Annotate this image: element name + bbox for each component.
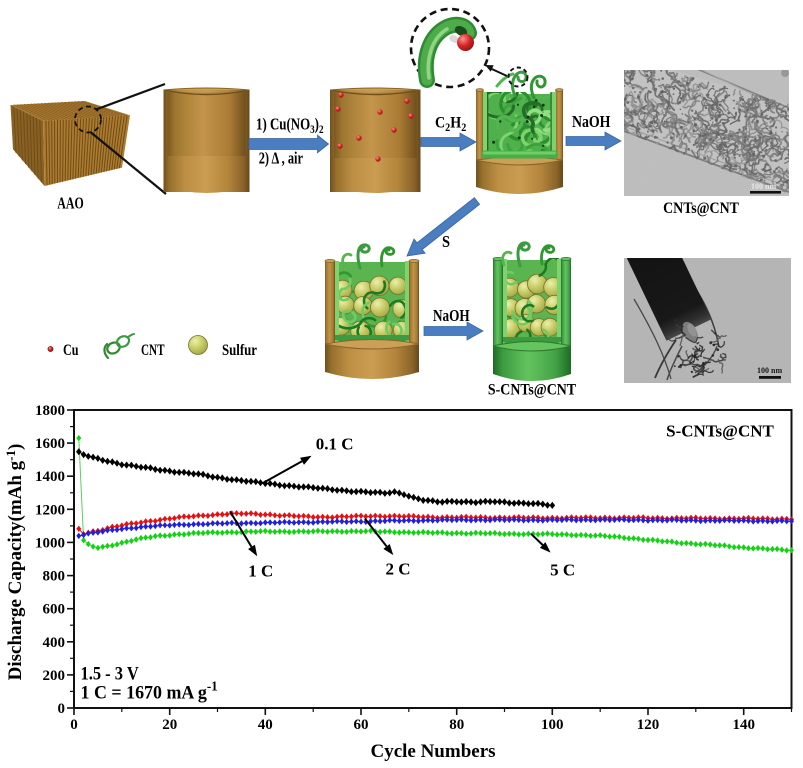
svg-text:1400: 1400 bbox=[35, 469, 65, 485]
svg-text:40: 40 bbox=[258, 717, 273, 733]
svg-text:0: 0 bbox=[70, 717, 78, 733]
svg-text:Cu: Cu bbox=[63, 343, 79, 360]
svg-text:600: 600 bbox=[43, 602, 66, 618]
svg-text:Cycle Numbers: Cycle Numbers bbox=[370, 741, 495, 762]
svg-text:NaOH: NaOH bbox=[572, 113, 611, 131]
svg-text:80: 80 bbox=[449, 717, 464, 733]
svg-text:S: S bbox=[442, 233, 450, 251]
svg-text:400: 400 bbox=[43, 635, 66, 651]
svg-text:60: 60 bbox=[354, 717, 369, 733]
svg-text:Discharge Capacity(mAh g-1): Discharge Capacity(mAh g-1) bbox=[3, 444, 26, 681]
svg-text:800: 800 bbox=[43, 569, 66, 585]
svg-text:Sulfur: Sulfur bbox=[222, 342, 258, 359]
svg-text:1000: 1000 bbox=[35, 535, 65, 551]
svg-text:0: 0 bbox=[58, 701, 66, 717]
svg-text:1 C: 1 C bbox=[248, 562, 273, 581]
svg-text:1600: 1600 bbox=[35, 436, 65, 452]
svg-text:1.5 - 3 V: 1.5 - 3 V bbox=[81, 663, 140, 684]
svg-text:20: 20 bbox=[162, 717, 177, 733]
svg-text:5 C: 5 C bbox=[550, 561, 575, 580]
svg-text:S-CNTs@CNT: S-CNTs@CNT bbox=[666, 422, 774, 441]
svg-text:120: 120 bbox=[637, 717, 660, 733]
svg-text:1) Cu(NO3)2: 1) Cu(NO3)2 bbox=[256, 116, 324, 136]
svg-text:200: 200 bbox=[43, 668, 66, 684]
svg-text:100 nm: 100 nm bbox=[751, 182, 776, 191]
svg-text:100 nm: 100 nm bbox=[757, 366, 782, 375]
svg-text:C2H2: C2H2 bbox=[435, 115, 466, 134]
svg-text:2 C: 2 C bbox=[385, 560, 410, 579]
svg-text:NaOH: NaOH bbox=[433, 308, 470, 326]
svg-text:1 C = 1670 mA g-1: 1 C = 1670 mA g-1 bbox=[81, 678, 218, 702]
svg-text:AAO: AAO bbox=[57, 195, 83, 214]
svg-text:S-CNTs@CNT: S-CNTs@CNT bbox=[488, 382, 576, 399]
svg-text:CNT: CNT bbox=[141, 341, 165, 358]
svg-text:100: 100 bbox=[541, 717, 564, 733]
svg-text:1800: 1800 bbox=[35, 403, 65, 419]
svg-text:2) Δ , air: 2) Δ , air bbox=[259, 150, 304, 168]
svg-text:140: 140 bbox=[732, 717, 755, 733]
svg-text:0.1 C: 0.1 C bbox=[316, 435, 354, 454]
svg-text:CNTs@CNT: CNTs@CNT bbox=[663, 200, 739, 217]
svg-text:1200: 1200 bbox=[35, 502, 65, 518]
